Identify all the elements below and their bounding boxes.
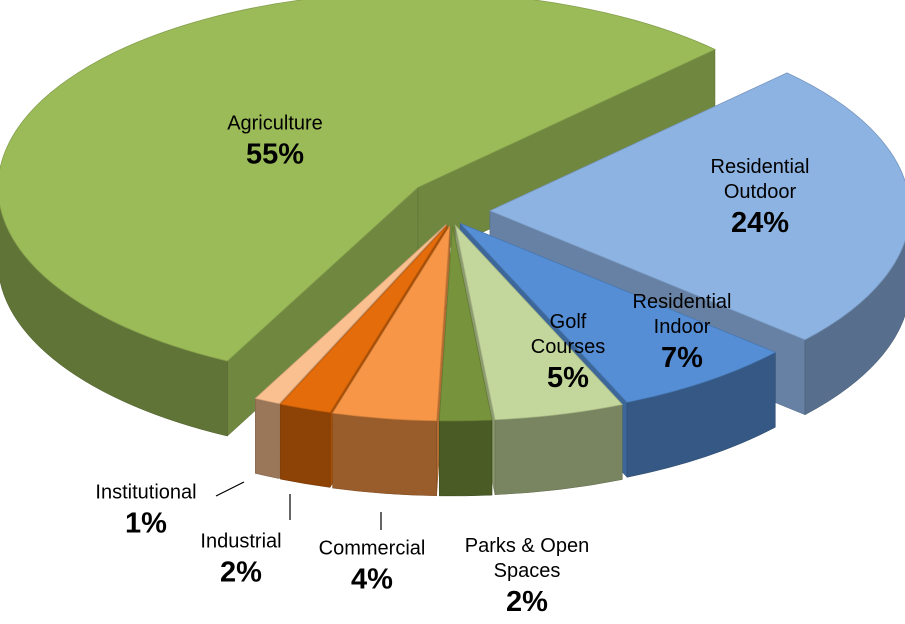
category-label: Agriculture <box>227 112 323 135</box>
value-label: 4% <box>351 563 393 596</box>
slice-label: Institutional 1% <box>71 481 221 542</box>
slice-side <box>280 403 331 488</box>
slice-label: Residential Indoor 7% <box>612 290 752 376</box>
slice <box>331 225 451 422</box>
category-label: Industrial <box>200 530 282 553</box>
slice <box>438 225 493 422</box>
category-label: Institutional <box>95 481 197 504</box>
value-label: 24% <box>730 207 790 239</box>
category-label: Parks & Open Spaces <box>464 535 590 582</box>
slice-side <box>255 398 280 479</box>
slice-label: Commercial 4% <box>297 537 447 598</box>
value-label: 7% <box>661 342 703 374</box>
slice-side <box>438 419 493 497</box>
category-label: Residential Outdoor <box>710 156 810 203</box>
value-label: 2% <box>220 556 262 589</box>
slice-label: Agriculture 55% <box>200 112 350 173</box>
slice <box>488 72 905 341</box>
value-label: 55% <box>245 138 305 171</box>
value-label: 2% <box>506 586 548 618</box>
slice-label: Residential Outdoor 24% <box>685 155 835 241</box>
slice-label: Parks & Open Spaces 2% <box>442 534 612 620</box>
value-label: 5% <box>547 362 589 394</box>
slice <box>254 224 447 405</box>
slice-label: Golf Courses 5% <box>523 310 613 396</box>
category-label: Commercial <box>318 537 426 560</box>
slice-label: Industrial 2% <box>181 530 301 591</box>
category-label: Residential Indoor <box>632 291 732 338</box>
slice <box>0 0 716 362</box>
slice <box>279 224 448 413</box>
value-label: 1% <box>125 507 167 540</box>
slice-side <box>332 412 437 496</box>
category-label: Golf Courses <box>530 311 606 358</box>
leader-line <box>215 481 245 497</box>
slice <box>459 222 777 403</box>
slice <box>454 224 624 421</box>
